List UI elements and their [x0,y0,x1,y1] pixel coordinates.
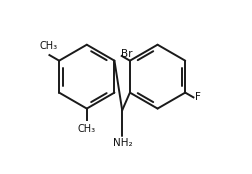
Text: F: F [194,92,200,102]
Text: Br: Br [120,49,132,59]
Text: CH₃: CH₃ [39,41,57,51]
Text: CH₃: CH₃ [77,124,96,134]
Text: NH₂: NH₂ [113,138,132,148]
